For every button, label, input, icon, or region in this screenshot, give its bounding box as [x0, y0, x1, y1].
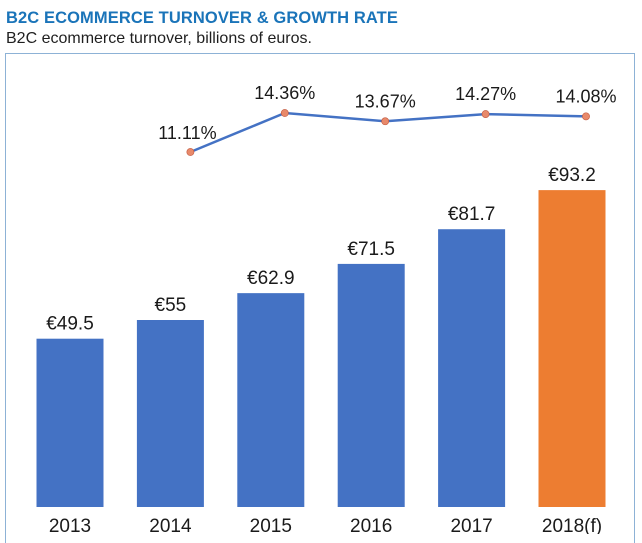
x-tick-label: 2016 — [350, 516, 392, 534]
chart-title: B2C ECOMMERCE TURNOVER & GROWTH RATE — [6, 9, 398, 27]
bar-value-label: €81.7 — [448, 204, 496, 225]
growth-value-label: 11.11% — [158, 123, 216, 143]
bar — [337, 263, 405, 507]
bar-value-label: €55 — [155, 295, 187, 316]
bar — [136, 320, 204, 507]
bar — [237, 293, 305, 507]
chart-frame — [5, 53, 635, 543]
growth-point — [186, 148, 195, 156]
growth-point — [381, 117, 390, 126]
growth-value-label: 13.67% — [355, 91, 416, 111]
x-tick-label: 2018(f) — [542, 516, 602, 534]
bar — [438, 229, 506, 507]
growth-value-label: 14.08% — [555, 86, 616, 106]
x-tick-label: 2015 — [250, 516, 292, 534]
bar — [538, 190, 606, 507]
x-tick-label: 2013 — [49, 516, 91, 534]
bar-value-label: €71.5 — [347, 239, 395, 260]
growth-point — [481, 110, 490, 118]
growth-point — [582, 112, 590, 121]
growth-value-label: 14.27% — [455, 84, 516, 104]
bar-value-label: €62.9 — [247, 268, 295, 289]
bar — [36, 338, 104, 507]
chart-subtitle: B2C ecommerce turnover, billions of euro… — [6, 30, 312, 47]
growth-point — [280, 109, 289, 117]
growth-value-label: 14.36% — [254, 83, 315, 103]
x-tick-label: 2017 — [450, 516, 492, 534]
bar-value-label: €93.2 — [548, 165, 596, 186]
bar-value-label: €49.5 — [46, 314, 94, 335]
x-tick-label: 2014 — [149, 516, 192, 534]
